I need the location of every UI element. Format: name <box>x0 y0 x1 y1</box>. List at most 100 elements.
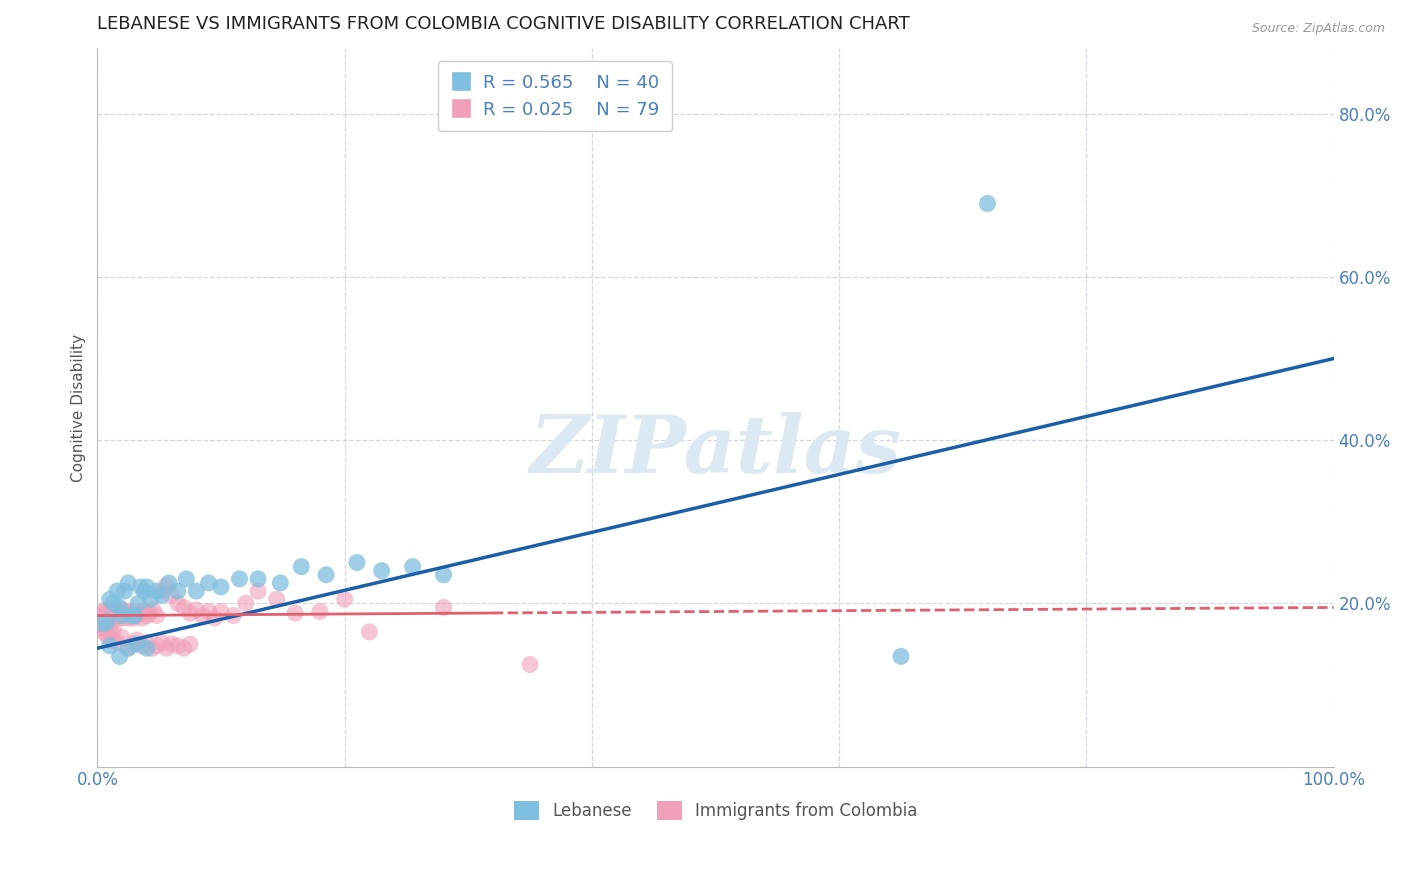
Point <box>114 584 136 599</box>
Point <box>120 606 142 620</box>
Point <box>204 611 226 625</box>
Point <box>115 641 138 656</box>
Point <box>209 580 232 594</box>
Text: ZIPatlas: ZIPatlas <box>530 412 901 490</box>
Point <box>134 605 156 619</box>
Point <box>111 603 134 617</box>
Point <box>309 605 332 619</box>
Point <box>96 629 118 643</box>
Point <box>98 639 121 653</box>
Point <box>111 608 134 623</box>
Point <box>90 608 112 623</box>
Point <box>135 580 157 594</box>
Point <box>155 578 177 592</box>
Point <box>121 608 143 623</box>
Point <box>150 635 173 649</box>
Y-axis label: Cognitive Disability: Cognitive Disability <box>72 334 86 482</box>
Point <box>115 608 138 623</box>
Point <box>96 606 118 620</box>
Point <box>103 596 125 610</box>
Point <box>976 196 998 211</box>
Point <box>401 559 423 574</box>
Point <box>166 584 188 599</box>
Point <box>100 624 122 639</box>
Point <box>93 624 115 639</box>
Point <box>346 556 368 570</box>
Point <box>107 611 129 625</box>
Point <box>197 576 219 591</box>
Point <box>117 605 139 619</box>
Point <box>138 606 160 620</box>
Point <box>155 641 177 656</box>
Point <box>101 606 124 620</box>
Point <box>141 641 163 656</box>
Point <box>121 637 143 651</box>
Point <box>97 619 120 633</box>
Point <box>94 603 117 617</box>
Point <box>157 576 180 591</box>
Point <box>97 611 120 625</box>
Point <box>247 584 270 599</box>
Point <box>94 608 117 623</box>
Point <box>222 608 245 623</box>
Point <box>247 572 270 586</box>
Point <box>145 608 167 623</box>
Point <box>125 608 148 623</box>
Point <box>98 605 121 619</box>
Point <box>135 608 157 623</box>
Point <box>129 580 152 594</box>
Point <box>186 603 208 617</box>
Point <box>145 584 167 599</box>
Point <box>370 564 392 578</box>
Point <box>108 606 131 620</box>
Point <box>124 608 146 623</box>
Point <box>98 592 121 607</box>
Point <box>96 615 118 629</box>
Point <box>117 576 139 591</box>
Point <box>432 600 454 615</box>
Point <box>104 605 127 619</box>
Point <box>103 623 125 637</box>
Point <box>125 633 148 648</box>
Point <box>191 608 214 623</box>
Point <box>173 641 195 656</box>
Point <box>103 610 125 624</box>
Point <box>122 611 145 625</box>
Point <box>114 606 136 620</box>
Point <box>359 624 381 639</box>
Point <box>134 584 156 599</box>
Point <box>150 584 173 599</box>
Point <box>160 588 183 602</box>
Point <box>105 635 128 649</box>
Point <box>131 639 153 653</box>
Point <box>432 567 454 582</box>
Point <box>166 639 188 653</box>
Point <box>112 608 135 623</box>
Point <box>266 592 288 607</box>
Point <box>142 603 165 617</box>
Point <box>209 605 232 619</box>
Point <box>228 572 250 586</box>
Point <box>124 605 146 619</box>
Text: Source: ZipAtlas.com: Source: ZipAtlas.com <box>1251 22 1385 36</box>
Point <box>90 621 112 635</box>
Point <box>94 623 117 637</box>
Point <box>121 608 143 623</box>
Point <box>166 596 188 610</box>
Point <box>128 606 150 620</box>
Point <box>186 584 208 599</box>
Point <box>131 611 153 625</box>
Point <box>179 637 201 651</box>
Point <box>269 576 291 591</box>
Point <box>125 637 148 651</box>
Point <box>93 605 115 619</box>
Point <box>197 605 219 619</box>
Point <box>135 635 157 649</box>
Point <box>108 649 131 664</box>
Point <box>105 584 128 599</box>
Point <box>176 572 198 586</box>
Text: LEBANESE VS IMMIGRANTS FROM COLOMBIA COGNITIVE DISABILITY CORRELATION CHART: LEBANESE VS IMMIGRANTS FROM COLOMBIA COG… <box>97 15 910 33</box>
Point <box>333 592 356 607</box>
Point <box>111 631 134 645</box>
Point <box>118 611 141 625</box>
